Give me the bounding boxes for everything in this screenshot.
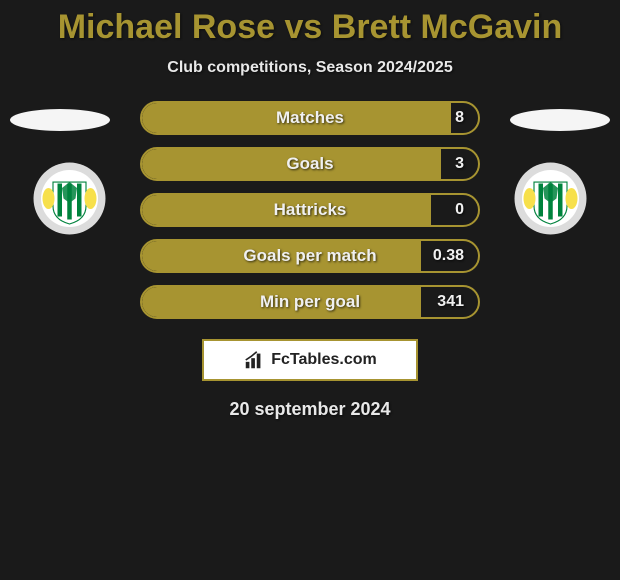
player1-club-crest	[32, 161, 107, 236]
stat-label: Hattricks	[142, 195, 478, 225]
stat-value: 0	[455, 195, 464, 225]
player2-name: Brett McGavin	[332, 8, 563, 46]
stat-value: 8	[455, 103, 464, 133]
vs-text: vs	[284, 8, 322, 46]
brand-box[interactable]: FcTables.com	[202, 339, 418, 381]
stat-label: Min per goal	[142, 287, 478, 317]
player2-flag	[510, 109, 610, 131]
player1-flag	[10, 109, 110, 131]
stat-label: Goals	[142, 149, 478, 179]
stat-label: Goals per match	[142, 241, 478, 271]
crest-icon	[32, 161, 107, 236]
stat-label: Matches	[142, 103, 478, 133]
date-text: 20 september 2024	[0, 399, 620, 420]
comparison-content: Matches 8 Goals 3 Hattricks 0 Goals per …	[0, 101, 620, 321]
crest-icon	[513, 161, 588, 236]
stat-value: 0.38	[433, 241, 464, 271]
chart-icon	[243, 349, 265, 371]
stat-row: Min per goal 341	[140, 285, 480, 319]
stats-container: Matches 8 Goals 3 Hattricks 0 Goals per …	[140, 101, 480, 331]
stat-row: Goals per match 0.38	[140, 239, 480, 273]
stat-row: Hattricks 0	[140, 193, 480, 227]
page-title: Michael Rose vs Brett McGavin	[0, 0, 620, 47]
stat-value: 3	[455, 149, 464, 179]
subtitle: Club competitions, Season 2024/2025	[0, 59, 620, 77]
stat-row: Goals 3	[140, 147, 480, 181]
brand-text: FcTables.com	[271, 351, 377, 369]
stat-row: Matches 8	[140, 101, 480, 135]
player1-name: Michael Rose	[58, 8, 275, 46]
player2-club-crest	[513, 161, 588, 236]
stat-value: 341	[437, 287, 464, 317]
